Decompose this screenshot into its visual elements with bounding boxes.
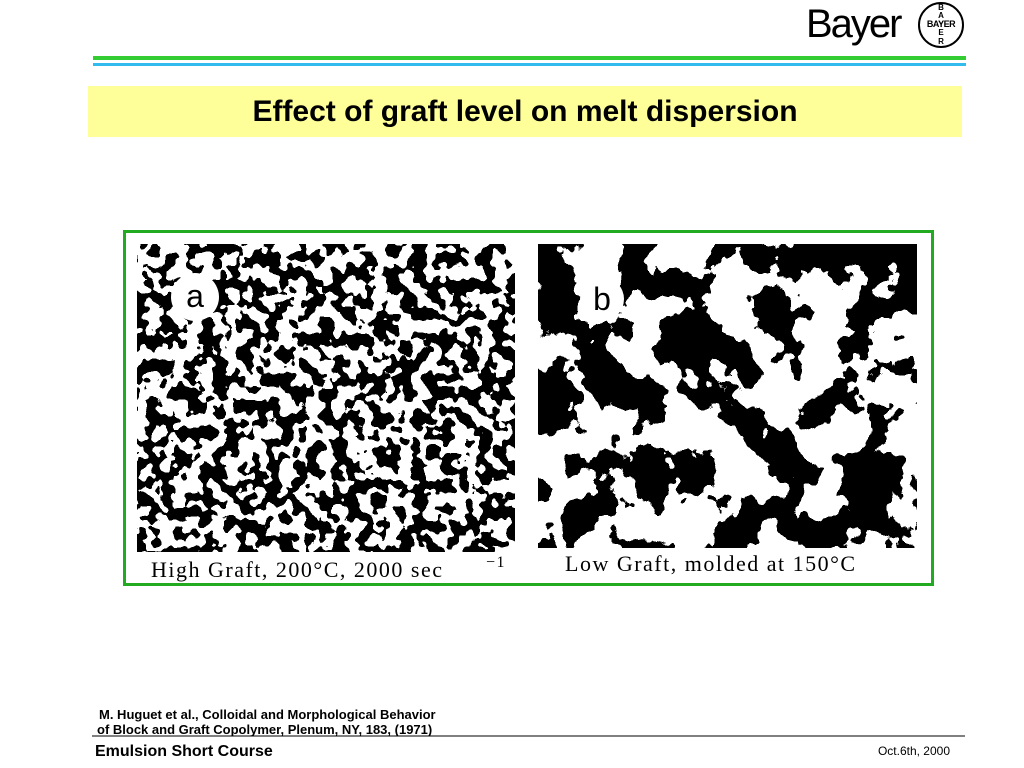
logo: BAYER BAYER [918, 2, 964, 48]
panel-caption: Low Graft, molded at 150°C [565, 551, 857, 576]
label-circle [171, 273, 219, 321]
green-rule [93, 56, 966, 60]
footer-date: Oct.6th, 2000 [877, 744, 950, 758]
panel-label: a [186, 278, 204, 314]
figure: a b High Graft, 200°C, 2000 sec −1 Low G… [123, 230, 934, 586]
citation-line: M. Huguet et al., Colloidal and Morpholo… [99, 707, 436, 722]
caption-bg [137, 552, 517, 582]
panel-label: b [593, 281, 611, 317]
caption-superscript: −1 [486, 554, 506, 571]
title-box: Effect of graft level on melt dispersion [88, 86, 962, 137]
blue-rule [93, 63, 966, 66]
logo-text: BAYER [926, 19, 956, 29]
slide-title: Effect of graft level on melt dispersion [252, 95, 798, 128]
panel-caption: High Graft, 200°C, 2000 sec [151, 557, 443, 582]
label-circle [580, 277, 624, 321]
citation: M. Huguet et al., Colloidal and Morpholo… [97, 707, 436, 737]
footer-course: Emulsion Short Course [95, 743, 273, 760]
brand-name: Bayer [806, 2, 902, 46]
citation-line: of Block and Graft Copolymer, Plenum, NY… [97, 722, 433, 737]
logo-text-vertical: BAYER [938, 3, 944, 46]
